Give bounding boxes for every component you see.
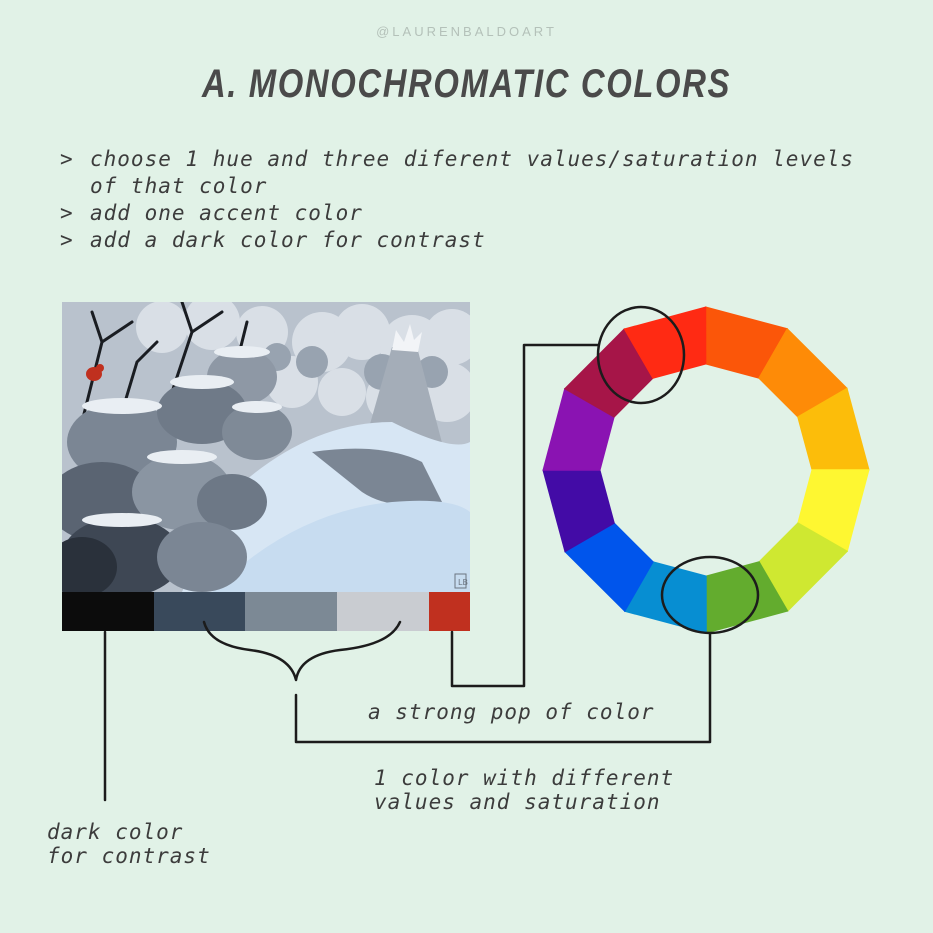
tip-item: > choose 1 hue and three diferent values… <box>60 146 860 200</box>
snowy-forest-illustration: LB <box>62 302 470 592</box>
color-wheel <box>542 306 870 634</box>
dark-label-line: dark color <box>47 820 184 844</box>
bullet-marker: > <box>60 201 74 225</box>
values-connector-line <box>294 632 712 744</box>
swatch-dark-slate <box>153 592 246 631</box>
dark-label: dark color for contrast <box>47 820 211 868</box>
bullet-marker: > <box>60 147 74 171</box>
bullet-marker: > <box>60 228 74 252</box>
accent-connector-line <box>450 343 600 688</box>
tip-text: add a dark color for contrast <box>90 228 486 252</box>
values-brace <box>202 620 402 682</box>
tip-item: > add a dark color for contrast <box>60 227 860 254</box>
tip-text: add one accent color <box>90 201 363 225</box>
signature-mark: LB <box>458 578 468 587</box>
dark-label-line: for contrast <box>47 844 211 868</box>
tip-text: choose 1 hue and three diferent values/s… <box>90 147 855 198</box>
color-palette <box>62 592 470 631</box>
swatch-slate-grey <box>245 592 338 631</box>
page-title: A. MONOCHROMATIC COLORS <box>201 62 732 106</box>
accent-label: a strong pop of color <box>368 700 655 724</box>
circle-highlight-red <box>596 305 686 405</box>
swatch-red-accent <box>428 592 470 631</box>
values-label-line: 1 color with different <box>374 766 675 790</box>
values-label: 1 color with different values and satura… <box>374 766 674 814</box>
illustration-art: LB <box>62 302 470 592</box>
tips-list: > choose 1 hue and three diferent values… <box>60 146 860 254</box>
artist-handle: @LAURENBALDOART <box>376 24 557 39</box>
swatch-light-grey <box>337 592 429 631</box>
wheel-segment <box>623 306 707 379</box>
tip-item: > add one accent color <box>60 200 860 227</box>
values-label-line: values and saturation <box>374 790 661 814</box>
swatch-black <box>62 592 154 631</box>
